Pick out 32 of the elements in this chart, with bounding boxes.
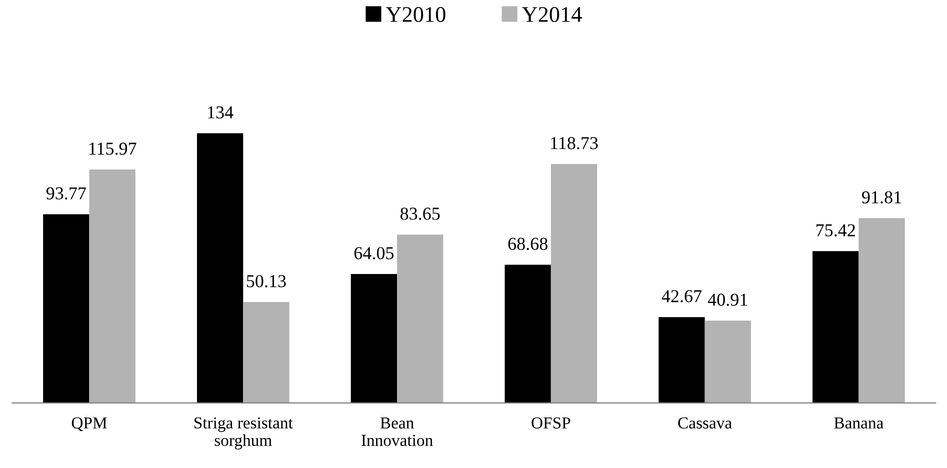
x-tick-label: QPM — [72, 417, 107, 432]
bar — [858, 218, 905, 403]
x-tick-label: Cassava — [678, 417, 732, 429]
bar — [243, 302, 290, 403]
bar — [812, 251, 859, 403]
data-label: 64.05 — [354, 247, 394, 260]
bar — [504, 264, 551, 403]
data-label: 75.42 — [816, 224, 855, 236]
bar — [89, 170, 136, 403]
data-label: 50.13 — [246, 275, 286, 288]
bar — [550, 164, 598, 403]
data-label: 118.73 — [551, 137, 598, 150]
data-label: 68.68 — [508, 238, 548, 250]
data-label: 42.67 — [662, 290, 702, 302]
data-label: 83.65 — [400, 208, 440, 220]
x-tick-label: Bean Innovation — [362, 417, 433, 446]
x-tick-label: Banana — [834, 417, 884, 429]
bar — [397, 234, 444, 403]
data-label: 91.81 — [862, 191, 902, 204]
bar — [350, 274, 398, 403]
legend-label: Y2010 — [386, 7, 446, 22]
x-tick-label: OFSP — [532, 417, 570, 429]
bar — [658, 317, 705, 403]
bar — [43, 214, 90, 403]
data-label: 115.97 — [89, 142, 136, 155]
bar — [704, 320, 751, 403]
legend-label: Y2014 — [522, 7, 582, 22]
bar — [196, 133, 244, 403]
x-tick-label: Striga resistant sorghum — [194, 417, 293, 450]
data-label: 93.77 — [46, 187, 86, 200]
data-label: 134 — [208, 106, 234, 118]
data-label: 40.91 — [708, 294, 748, 306]
